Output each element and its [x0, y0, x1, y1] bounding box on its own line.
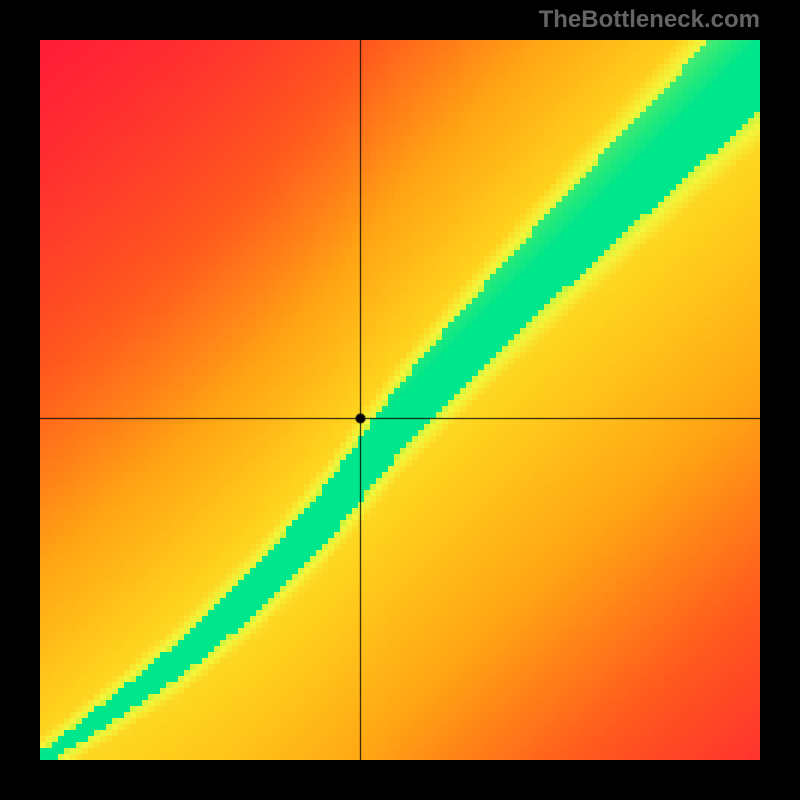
watermark-text: TheBottleneck.com	[539, 6, 760, 34]
bottleneck-heatmap	[40, 40, 760, 760]
